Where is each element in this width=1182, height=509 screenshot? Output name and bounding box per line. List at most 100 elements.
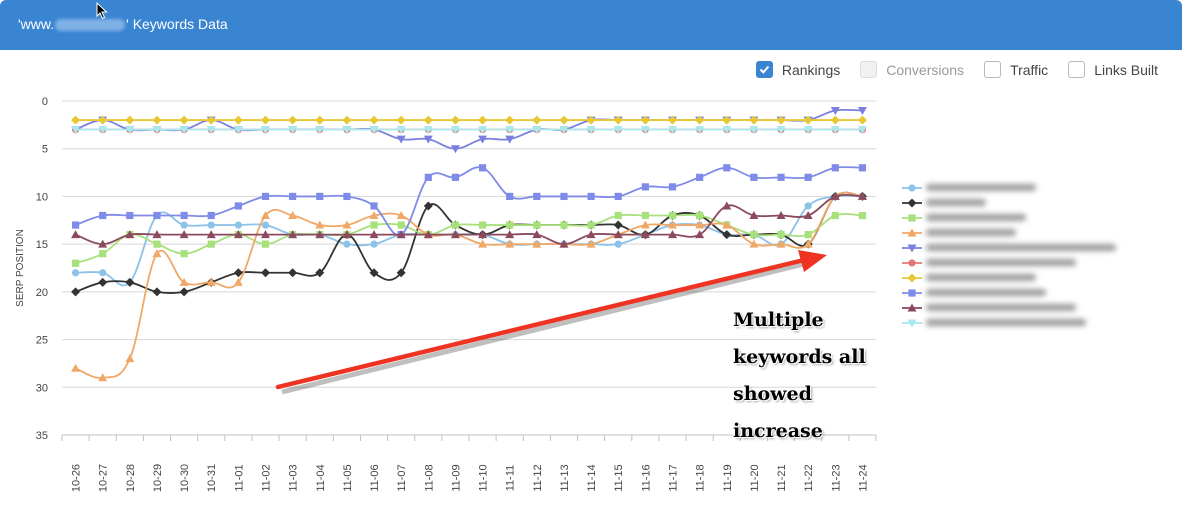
data-point <box>640 230 650 239</box>
data-point <box>450 126 460 135</box>
x-tick-label: 11-03 <box>288 464 300 491</box>
data-point <box>640 220 650 229</box>
legend-item[interactable] <box>900 210 1116 225</box>
legend-item[interactable] <box>900 225 1116 240</box>
annotation-text: Multiple keywords all showed increase <box>733 302 903 450</box>
data-point <box>71 221 80 229</box>
panel-header: 'www. ' Keywords Data <box>0 0 1182 50</box>
data-point <box>532 115 542 125</box>
annotation-line: keywords all <box>733 346 866 368</box>
x-tick-label: 11-09 <box>450 464 462 491</box>
legend-item[interactable] <box>900 285 1116 300</box>
x-tick-label: 11-15 <box>613 464 625 491</box>
data-point <box>288 126 298 135</box>
data-point <box>152 115 162 125</box>
data-point <box>180 221 188 229</box>
legend-marker <box>908 183 916 192</box>
data-point <box>369 126 379 135</box>
data-point <box>179 277 189 286</box>
data-point <box>668 115 677 125</box>
data-point <box>668 230 677 239</box>
data-point <box>506 192 514 201</box>
data-point <box>342 115 352 125</box>
data-point <box>641 183 649 191</box>
data-point <box>99 250 107 258</box>
legend-item[interactable] <box>900 180 1116 195</box>
toggle-links-built[interactable]: Links Built <box>1068 61 1158 78</box>
data-point <box>478 135 488 144</box>
traffic-checkbox[interactable] <box>984 61 1002 78</box>
data-point <box>505 135 515 144</box>
panel-title: 'www. ' Keywords Data <box>18 16 228 32</box>
data-point <box>722 220 732 229</box>
data-point <box>206 115 216 125</box>
legend-symbol <box>902 213 922 222</box>
annotation-line: Multiple <box>733 309 824 331</box>
data-point <box>207 221 215 229</box>
legend-symbol <box>902 273 922 282</box>
y-tick-label: 30 <box>36 382 48 394</box>
redacted-domain <box>55 19 126 32</box>
rankings-checkbox[interactable] <box>755 61 773 78</box>
x-tick-label: 11-04 <box>315 464 327 491</box>
data-point <box>532 230 542 239</box>
x-tick-label: 11-05 <box>342 464 354 491</box>
data-point <box>261 126 270 135</box>
legend-item[interactable] <box>900 300 1116 315</box>
data-point <box>126 211 134 220</box>
legend-item[interactable] <box>900 195 1116 210</box>
legend-symbol <box>902 258 922 267</box>
data-point <box>370 202 378 210</box>
data-point <box>533 221 541 229</box>
data-point <box>423 115 433 125</box>
data-point <box>450 115 460 125</box>
data-point <box>722 230 732 240</box>
data-point <box>478 239 488 248</box>
legend-item[interactable] <box>900 255 1116 270</box>
x-tick-label: 10-30 <box>179 464 191 492</box>
data-point <box>532 239 542 248</box>
y-tick-label: 0 <box>42 96 48 108</box>
data-point <box>369 115 379 125</box>
legend-marker <box>907 273 917 282</box>
x-tick-label: 11-20 <box>749 464 761 491</box>
legend-item[interactable] <box>900 315 1116 330</box>
data-point <box>831 164 839 172</box>
data-point <box>450 145 460 154</box>
data-point <box>587 192 595 201</box>
data-point <box>668 126 677 135</box>
data-point <box>695 220 705 229</box>
legend-item[interactable] <box>900 270 1116 285</box>
legend-item[interactable] <box>900 240 1116 255</box>
data-point <box>315 126 325 135</box>
legend-symbol <box>902 303 922 311</box>
data-point <box>261 268 270 278</box>
data-point <box>288 211 298 220</box>
data-point <box>776 239 786 248</box>
data-point <box>749 115 759 125</box>
data-point <box>777 231 785 239</box>
x-tick-label: 11-06 <box>369 464 381 491</box>
data-point <box>505 126 515 135</box>
links-built-checkbox[interactable] <box>1068 61 1086 78</box>
legend-marker <box>908 213 916 222</box>
x-tick-label: 11-12 <box>532 464 544 491</box>
y-tick-label: 10 <box>36 191 48 203</box>
data-point <box>776 115 786 125</box>
toggle-traffic[interactable]: Traffic <box>984 61 1048 78</box>
data-point <box>830 107 840 116</box>
data-point <box>288 230 298 239</box>
data-point <box>478 221 487 229</box>
data-point <box>315 268 325 278</box>
data-point <box>152 287 162 297</box>
toggle-rankings[interactable]: Rankings <box>755 61 840 78</box>
data-point <box>125 115 135 125</box>
data-point <box>857 191 867 200</box>
data-point <box>206 277 216 286</box>
data-point <box>179 115 189 125</box>
legend-symbol <box>902 183 922 192</box>
x-tick-label: 11-16 <box>640 464 652 491</box>
data-point <box>98 239 108 248</box>
data-point <box>99 211 107 220</box>
